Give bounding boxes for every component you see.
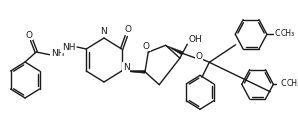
Polygon shape <box>166 45 183 55</box>
Text: O: O <box>274 29 282 38</box>
Text: O: O <box>195 52 203 61</box>
Text: CH₃: CH₃ <box>287 79 298 88</box>
Text: NH: NH <box>51 50 64 59</box>
Text: O: O <box>143 42 150 51</box>
Text: NH: NH <box>62 44 75 52</box>
Polygon shape <box>122 70 145 73</box>
Text: N: N <box>123 62 130 71</box>
Text: O: O <box>25 30 32 40</box>
Text: CH₃: CH₃ <box>280 29 294 38</box>
Text: N: N <box>101 27 107 36</box>
Text: O: O <box>281 79 288 88</box>
Text: O: O <box>125 25 132 35</box>
Text: OH: OH <box>189 35 203 44</box>
